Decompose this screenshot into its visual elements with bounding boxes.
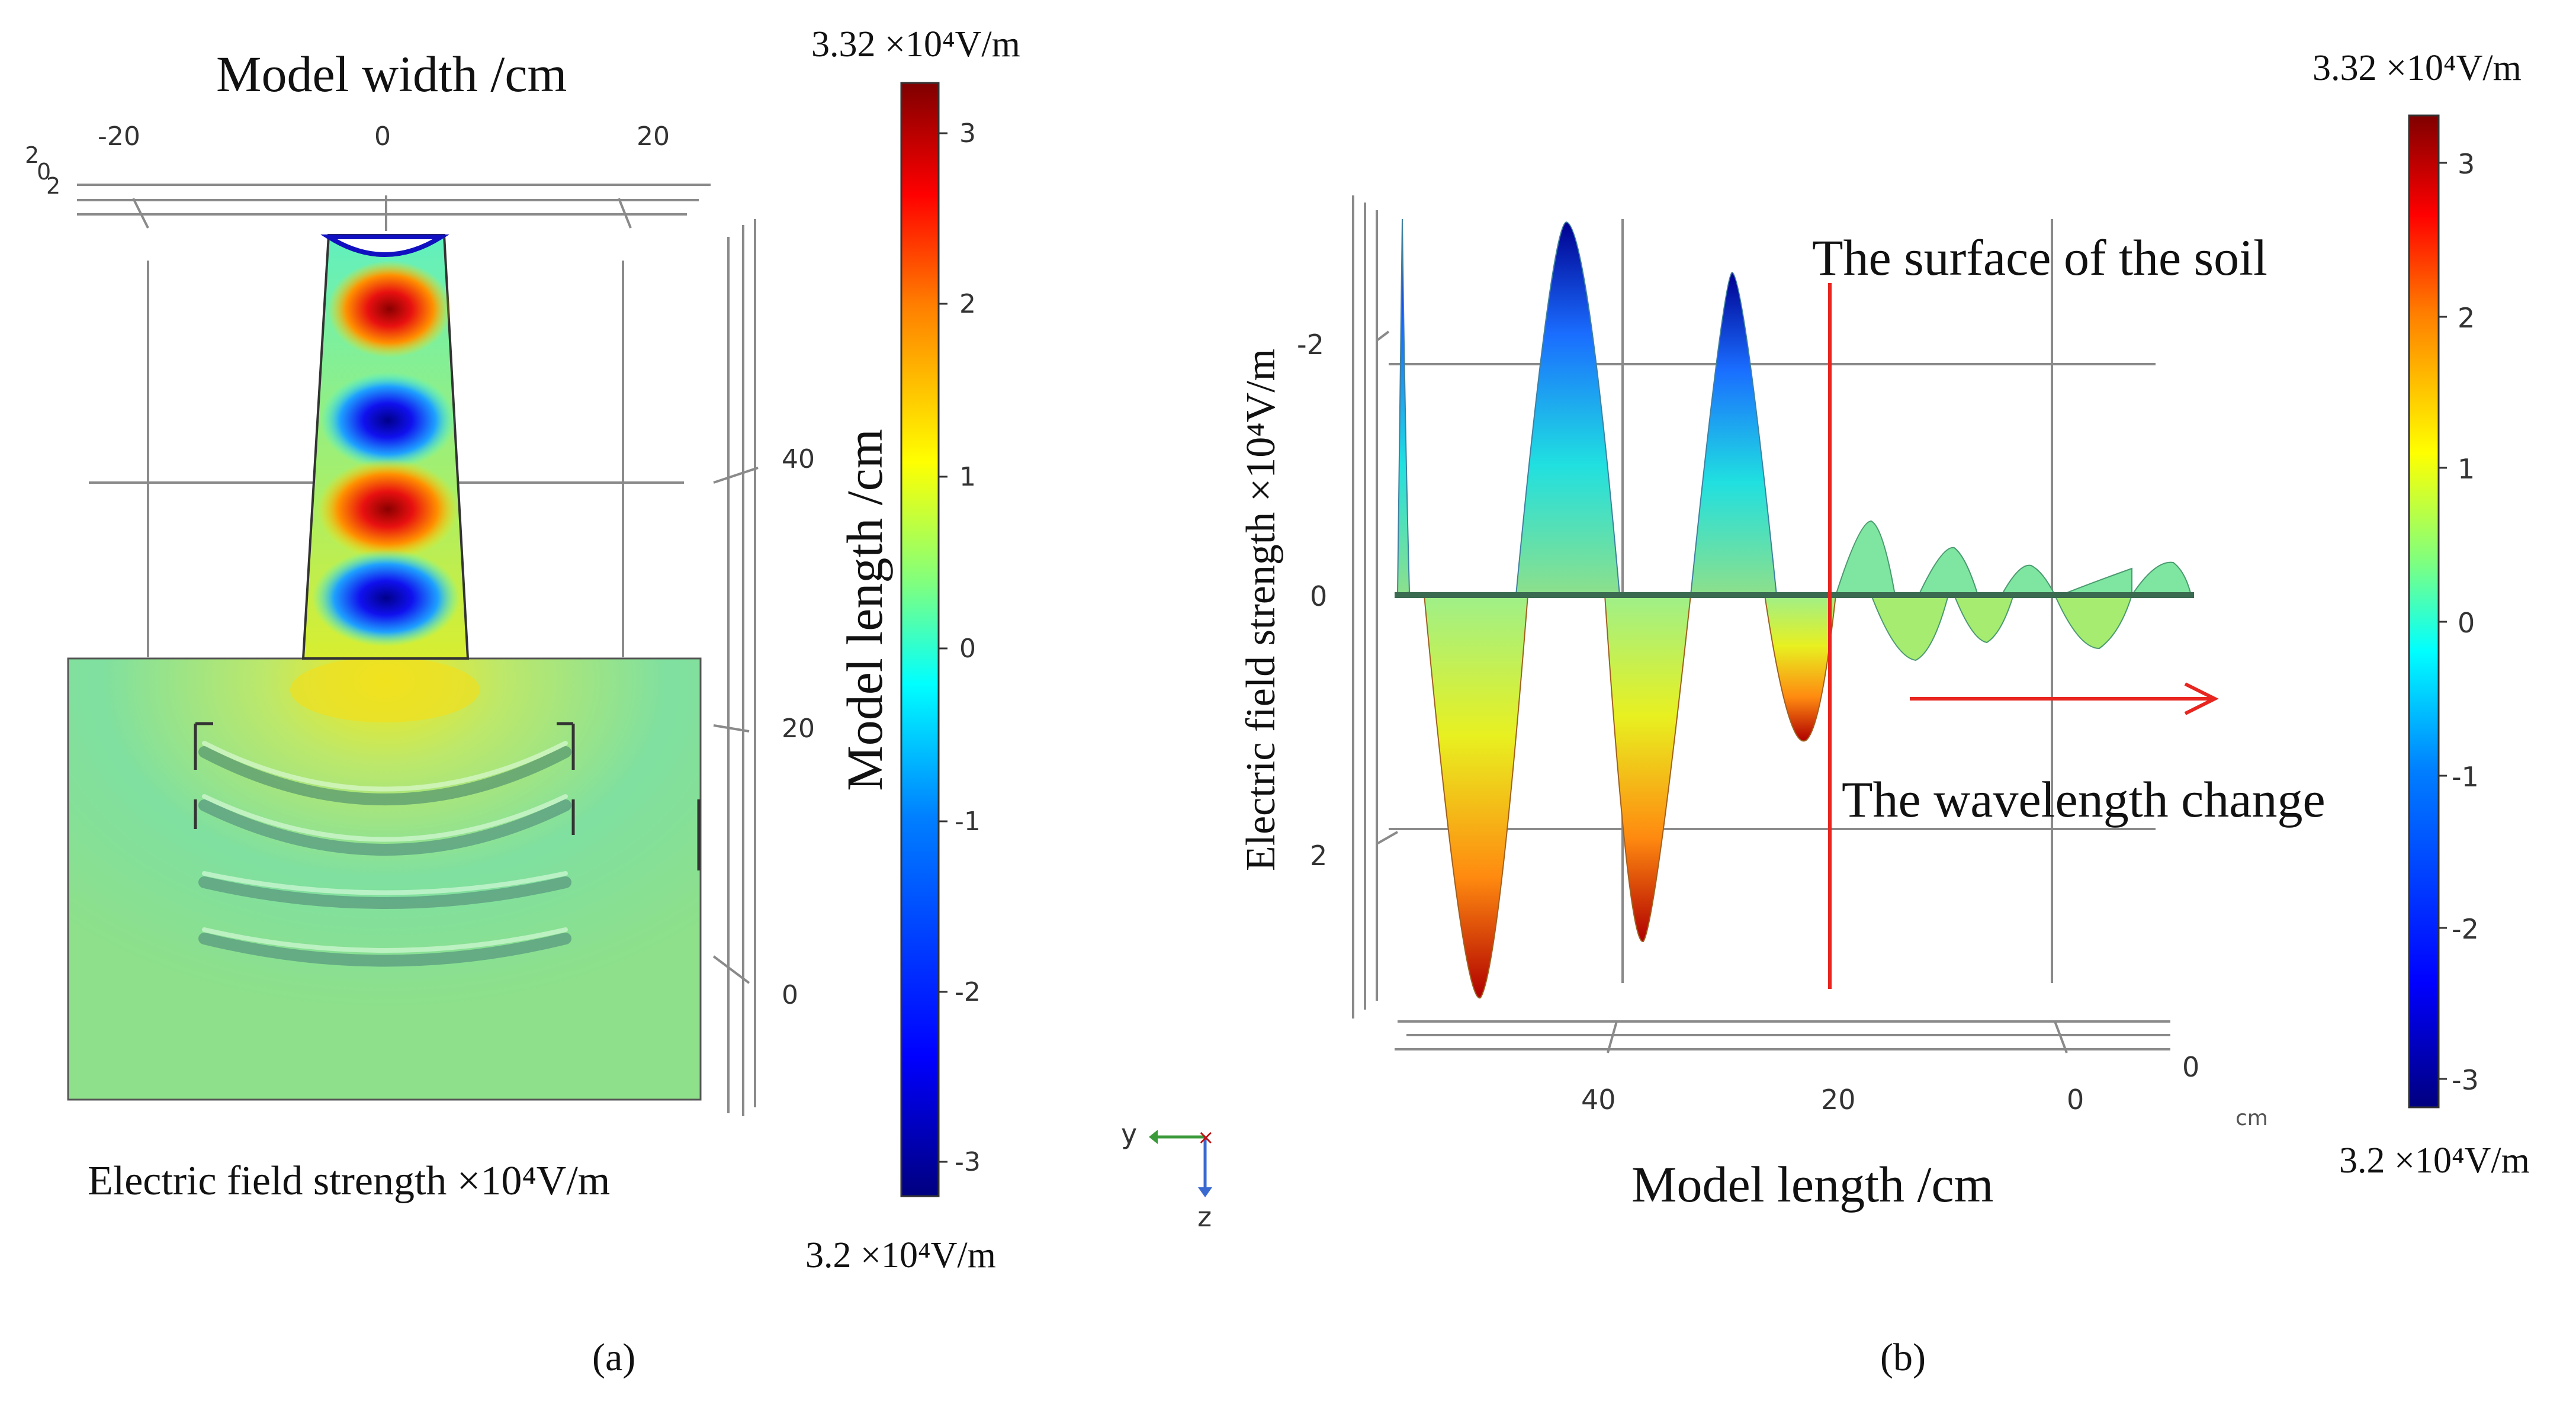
panel-a-depth-tick-top: 2 xyxy=(25,142,40,168)
colorbar-a-tick-2: 2 xyxy=(959,289,976,319)
panel-a-length-label: Model length /cm xyxy=(836,429,893,791)
colorbar-b-tick-3: 3 xyxy=(2458,148,2475,180)
colorbar-a-tick-neg2: -2 xyxy=(955,977,981,1007)
panel-b-xlabel: Model length /cm xyxy=(1631,1156,1994,1213)
wavelength-change-label: The wavelength change xyxy=(1842,771,2326,828)
panel-a-depth-tick-bottom: 2 xyxy=(46,173,61,199)
colorbar-b-tick-neg2: -2 xyxy=(2452,913,2479,945)
panel-b-x-end-tick: 0 xyxy=(2182,1051,2200,1083)
colorbar-b-tick-1: 1 xyxy=(2458,453,2475,485)
panel-a-depth-tick-mid: 0 xyxy=(37,159,52,185)
colorbar-b-min-label: 3.2 ×10⁴V/m xyxy=(2339,1140,2530,1181)
colorbar-b-tick-neg1: -1 xyxy=(2452,761,2479,793)
colorbar-b-tick-neg3: -3 xyxy=(2452,1064,2479,1096)
panel-a-quantity-label: Electric field strength ×10⁴V/m xyxy=(88,1158,611,1204)
colorbar-b xyxy=(2408,114,2440,1109)
panel-a-width-tick-20: 20 xyxy=(637,121,670,152)
colorbar-a-tick-neg3: -3 xyxy=(955,1147,981,1177)
soil-surface-label: The surface of the soil xyxy=(1812,229,2267,286)
panel-b-caption: (b) xyxy=(1880,1336,1926,1379)
triad-z-label: z xyxy=(1197,1201,1212,1233)
colorbar-b-ticks xyxy=(2439,162,2447,1080)
wavelength-arrow xyxy=(1910,682,2219,715)
panel-a-caption: (a) xyxy=(592,1336,636,1379)
colorbar-a-min-label: 3.2 ×10⁴V/m xyxy=(805,1235,996,1276)
panel-a-width-tick-neg20: -20 xyxy=(98,121,140,152)
colorbar-a-tick-3: 3 xyxy=(959,118,976,149)
panel-b-xtick-20: 20 xyxy=(1821,1084,1856,1116)
panel-a-length-tick-0: 0 xyxy=(782,980,798,1010)
coordinate-triad: × xyxy=(1149,1126,1215,1197)
panel-a-title: Model width /cm xyxy=(216,46,567,102)
colorbar-a-max-label: 3.32 ×10⁴V/m xyxy=(811,24,1020,65)
soil-block xyxy=(67,657,702,1101)
panel-a-length-tick-40: 40 xyxy=(782,444,815,474)
colorbar-b-tick-0: 0 xyxy=(2458,607,2475,639)
colorbar-a-ticks xyxy=(939,132,947,1163)
panel-b-xtick-0: 0 xyxy=(2067,1084,2084,1116)
panel-b xyxy=(1352,114,2447,1109)
panel-b-ytick-2: 2 xyxy=(1310,840,1328,872)
colorbar-b-max-label: 3.32 ×10⁴V/m xyxy=(2312,48,2522,88)
panel-b-ylabel: Electric field strength ×10⁴V/m xyxy=(1238,348,1284,872)
panel-a xyxy=(67,82,947,1197)
panel-a-width-tick-0: 0 xyxy=(374,121,391,152)
panel-b-xtick-40: 40 xyxy=(1581,1084,1616,1116)
triad-y-label: y xyxy=(1121,1118,1138,1150)
colorbar-a-tick-neg1: -1 xyxy=(955,807,981,837)
colorbar-a-tick-0: 0 xyxy=(959,634,976,664)
panel-b-ytick-neg2: -2 xyxy=(1297,329,1324,361)
colorbar-b-tick-2: 2 xyxy=(2458,302,2475,334)
panel-b-frame-lines xyxy=(1352,195,2170,1053)
panel-b-x-unit: cm xyxy=(2235,1106,2268,1130)
panel-a-length-tick-20: 20 xyxy=(782,714,815,744)
colorbar-a xyxy=(900,82,940,1197)
waveform xyxy=(1395,219,2194,999)
panel-b-ytick-0: 0 xyxy=(1310,580,1328,612)
colorbar-a-tick-1: 1 xyxy=(959,462,976,492)
horn-antenna xyxy=(301,234,470,660)
svg-text:×: × xyxy=(1197,1126,1215,1149)
